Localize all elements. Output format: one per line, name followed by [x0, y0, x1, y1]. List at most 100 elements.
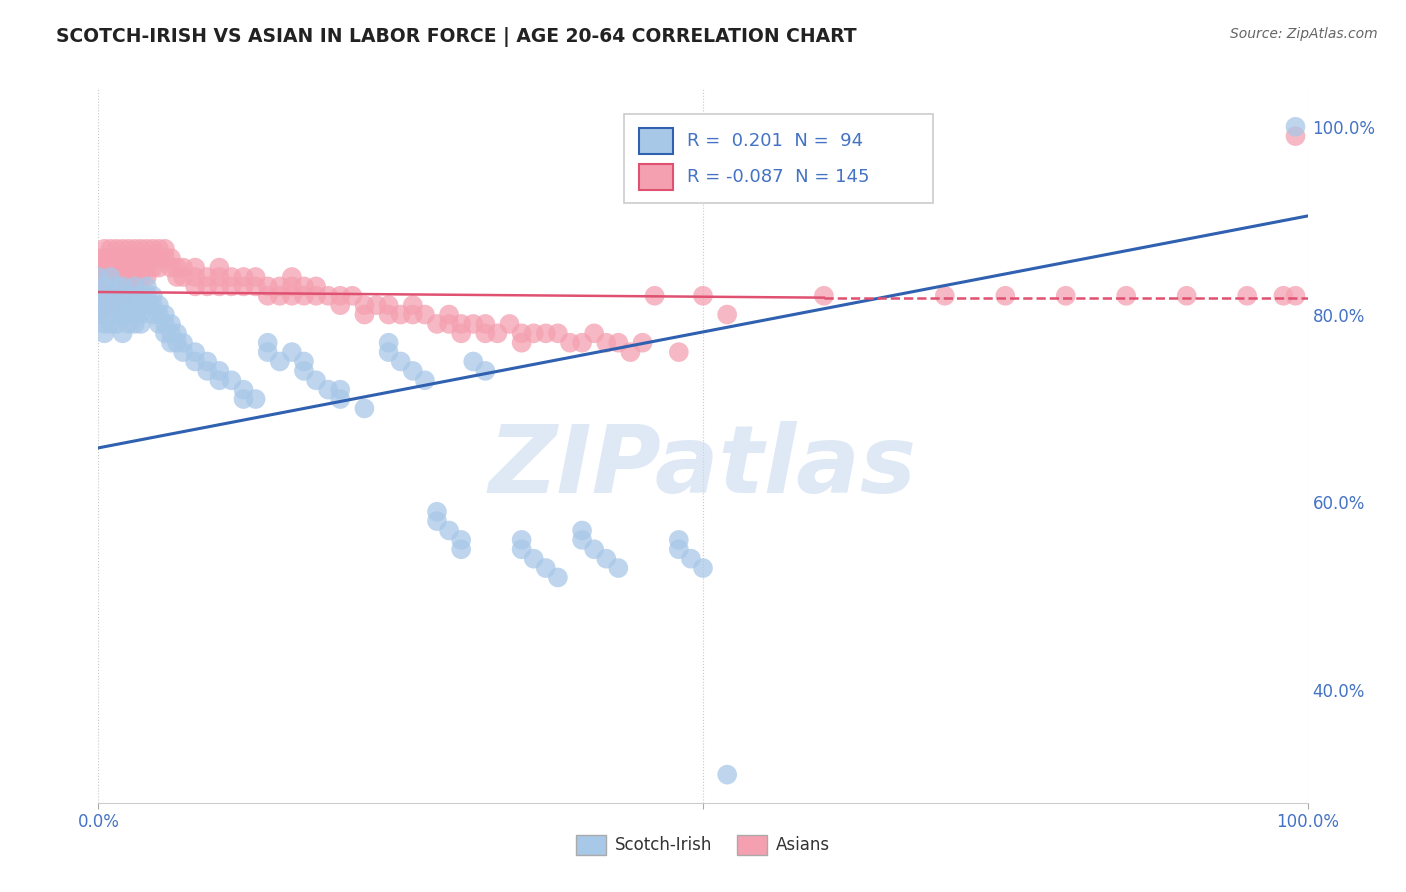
Point: [153, 326, 176, 341]
Point: [668, 542, 690, 557]
Point: [450, 542, 472, 557]
Point: [124, 317, 146, 331]
Point: [172, 260, 194, 275]
Point: [281, 289, 304, 303]
Point: [1054, 289, 1077, 303]
Point: [232, 383, 254, 397]
Point: [142, 298, 165, 312]
Point: [118, 242, 141, 256]
Point: [245, 279, 267, 293]
Point: [87, 298, 110, 312]
Point: [679, 551, 702, 566]
Point: [208, 364, 231, 378]
Point: [450, 533, 472, 547]
Point: [166, 260, 188, 275]
Point: [111, 270, 134, 285]
Point: [692, 289, 714, 303]
Point: [195, 279, 218, 293]
Point: [87, 251, 110, 265]
Point: [353, 401, 375, 416]
Point: [329, 289, 352, 303]
Point: [135, 298, 157, 312]
Point: [172, 335, 194, 350]
Point: [142, 260, 165, 275]
Point: [129, 242, 152, 256]
Point: [366, 298, 388, 312]
Point: [208, 270, 231, 285]
Point: [129, 270, 152, 285]
Point: [160, 260, 183, 275]
Point: [644, 289, 666, 303]
Point: [100, 289, 122, 303]
Point: [93, 270, 115, 285]
Point: [160, 326, 183, 341]
Point: [118, 298, 141, 312]
Point: [118, 270, 141, 285]
Point: [87, 298, 110, 312]
Point: [195, 354, 218, 368]
Point: [148, 298, 170, 312]
Point: [93, 317, 115, 331]
Point: [437, 308, 460, 322]
Point: [305, 279, 328, 293]
Point: [111, 289, 134, 303]
Point: [245, 270, 267, 285]
Point: [129, 298, 152, 312]
Point: [148, 260, 170, 275]
Point: [752, 176, 775, 190]
Point: [256, 345, 278, 359]
Point: [124, 289, 146, 303]
Point: [135, 242, 157, 256]
Point: [269, 279, 291, 293]
Point: [142, 242, 165, 256]
Point: [100, 317, 122, 331]
Point: [510, 542, 533, 557]
Point: [118, 251, 141, 265]
Point: [1236, 289, 1258, 303]
Point: [583, 326, 606, 341]
Point: [377, 308, 399, 322]
Point: [100, 251, 122, 265]
Point: [402, 364, 425, 378]
Point: [450, 326, 472, 341]
Point: [142, 308, 165, 322]
Point: [353, 308, 375, 322]
Point: [221, 373, 243, 387]
Point: [105, 270, 128, 285]
Point: [111, 279, 134, 293]
Point: [142, 251, 165, 265]
Point: [172, 270, 194, 285]
Point: [166, 270, 188, 285]
Point: [153, 242, 176, 256]
Point: [124, 270, 146, 285]
Text: ZIPatlas: ZIPatlas: [489, 421, 917, 514]
Point: [87, 289, 110, 303]
Point: [93, 289, 115, 303]
Point: [221, 279, 243, 293]
Point: [221, 270, 243, 285]
Point: [232, 279, 254, 293]
Point: [389, 308, 412, 322]
Point: [413, 373, 436, 387]
Point: [232, 392, 254, 406]
Point: [426, 505, 449, 519]
Text: R =  0.201  N =  94: R = 0.201 N = 94: [688, 132, 863, 150]
Point: [124, 308, 146, 322]
Point: [124, 242, 146, 256]
Point: [292, 289, 315, 303]
Point: [377, 345, 399, 359]
Point: [195, 270, 218, 285]
Point: [105, 242, 128, 256]
Point: [463, 354, 485, 368]
Point: [111, 298, 134, 312]
Point: [426, 514, 449, 528]
Point: [148, 317, 170, 331]
Point: [148, 251, 170, 265]
Point: [153, 317, 176, 331]
Point: [100, 270, 122, 285]
Point: [256, 335, 278, 350]
Point: [135, 279, 157, 293]
Point: [111, 251, 134, 265]
Point: [87, 270, 110, 285]
Point: [142, 289, 165, 303]
